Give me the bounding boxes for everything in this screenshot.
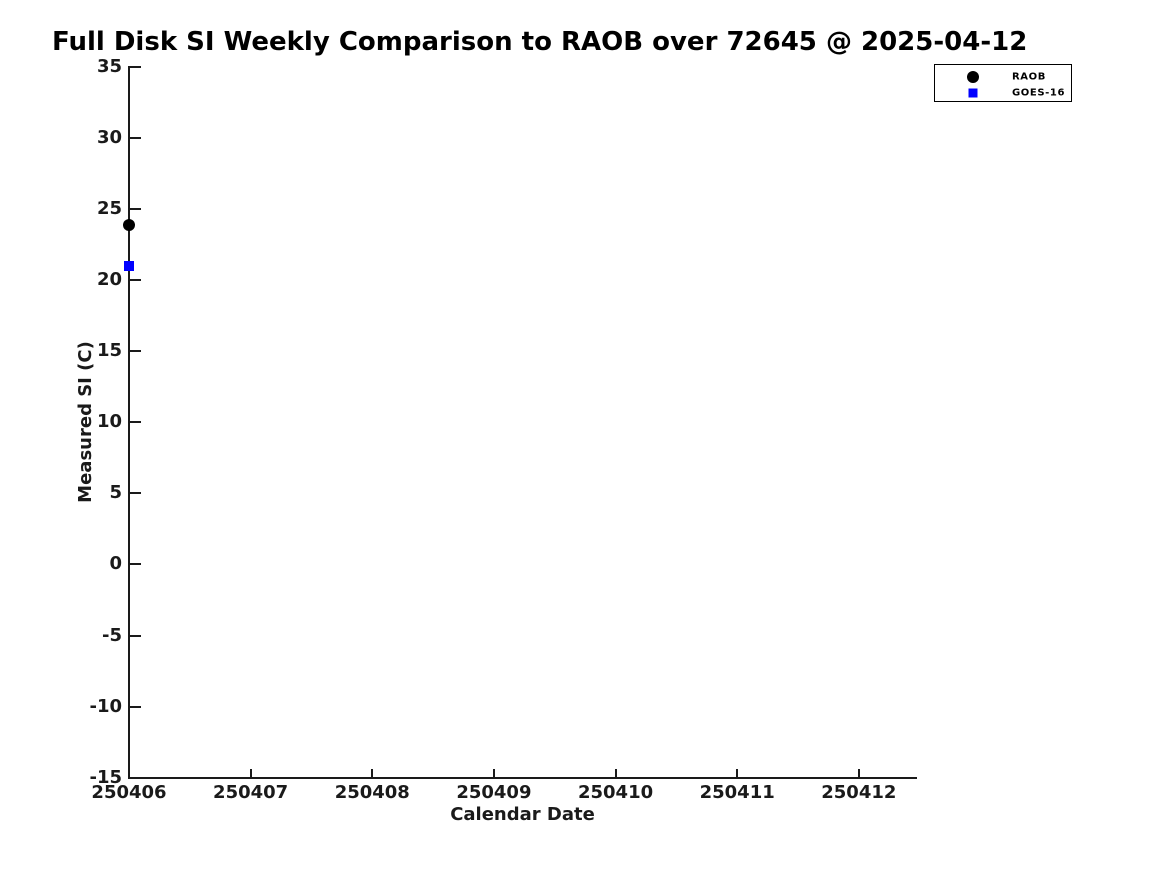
y-tick-mark (130, 207, 141, 210)
x-tick-label: 250406 (91, 782, 167, 803)
y-tick-label: 20 (96, 269, 122, 291)
x-axis-line (128, 777, 917, 779)
y-tick-mark (130, 136, 141, 139)
x-tick-label: 250407 (213, 782, 289, 803)
x-tick-mark (371, 769, 374, 777)
y-tick-mark (130, 563, 141, 566)
y-tick-mark (130, 634, 141, 637)
y-tick-mark (130, 776, 141, 779)
legend-entry-goes-16: GOES-16 (935, 85, 1071, 101)
y-tick-label: 25 (96, 197, 122, 219)
legend-label-goes-16: GOES-16 (1012, 87, 1066, 99)
y-tick-label: 0 (109, 553, 122, 575)
x-tick-mark (128, 769, 130, 777)
x-tick-label: 250412 (821, 782, 897, 803)
y-tick-label: 15 (96, 340, 122, 362)
y-axis-line (128, 66, 130, 779)
x-tick-mark (736, 769, 739, 777)
legend-label-raob: RAOB (1012, 71, 1046, 83)
y-tick-mark (130, 705, 141, 708)
data-point-raob (123, 218, 135, 231)
x-tick-label: 250411 (699, 782, 775, 803)
x-tick-label: 250410 (577, 782, 654, 803)
y-axis-title: Measured SI (C) (75, 341, 96, 503)
x-tick-mark (857, 769, 860, 777)
y-tick-mark (130, 65, 141, 68)
y-tick-label: 30 (96, 126, 122, 148)
y-tick-mark (130, 492, 141, 495)
x-axis-title: Calendar Date (450, 804, 595, 825)
y-tick-label: -5 (102, 624, 122, 646)
chart-title: Full Disk SI Weekly Comparison to RAOB o… (52, 27, 1028, 57)
legend-box: RAOB GOES-16 (934, 64, 1072, 102)
y-tick-mark (130, 421, 141, 424)
raob-circle-marker-icon (967, 71, 979, 83)
x-tick-mark (249, 769, 252, 777)
legend-entry-raob: RAOB (935, 69, 1071, 85)
x-tick-mark (614, 769, 617, 777)
y-tick-mark (130, 279, 141, 282)
x-tick-label: 250408 (334, 782, 410, 803)
y-tick-label: -10 (89, 695, 122, 717)
y-tick-label: 5 (109, 482, 122, 504)
goes-16-square-marker-icon (968, 88, 978, 98)
y-tick-mark (130, 350, 141, 353)
y-tick-label: 35 (96, 55, 122, 77)
y-tick-label: 10 (96, 411, 122, 433)
y-tick-label: -15 (89, 766, 122, 788)
x-tick-mark (492, 769, 495, 777)
x-tick-label: 250409 (456, 782, 532, 803)
data-point-goes-16 (124, 260, 134, 271)
